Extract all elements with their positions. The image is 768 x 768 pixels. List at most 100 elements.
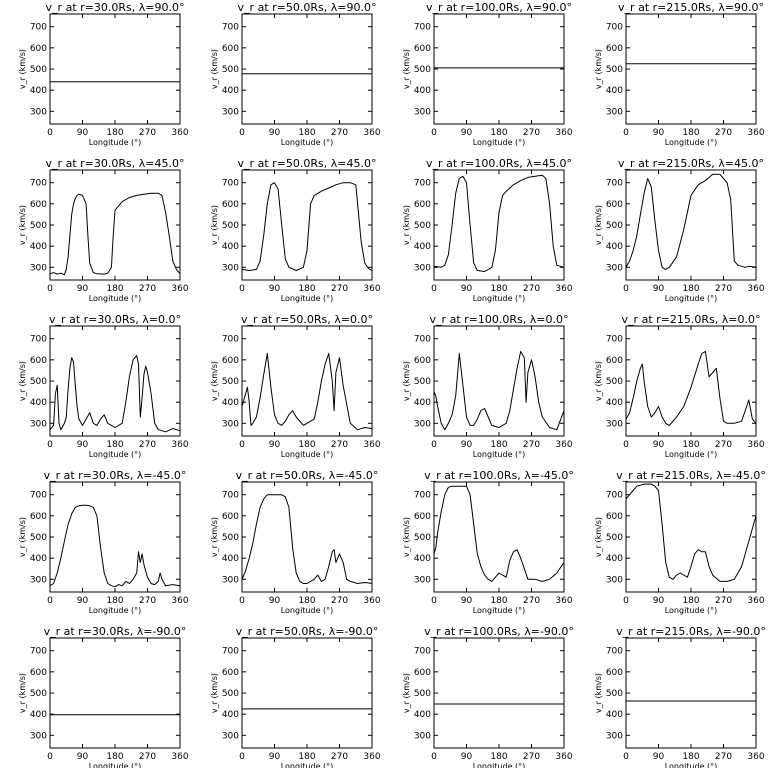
y-tick-label: 300 (30, 107, 47, 117)
panel-20: v_r at r=215.0Rs, λ=-90.0° 0 90 180 270 360 30… (594, 625, 766, 768)
y-axis-label: v_r (km/s) (402, 49, 411, 89)
panel-title: v_r at r=50.0Rs, λ=-45.0° (236, 469, 379, 482)
x-axis-label: Longitude (°) (665, 450, 718, 459)
x-tick-label: 0 (431, 596, 437, 606)
x-axis-label: Longitude (°) (281, 138, 334, 147)
y-tick-label: 400 (222, 86, 239, 96)
x-tick-label: 0 (623, 752, 629, 762)
y-axis-label: v_r (km/s) (18, 205, 27, 245)
y-tick-label: 400 (606, 710, 623, 720)
x-tick-label: 360 (555, 128, 572, 138)
y-tick-label: 700 (414, 23, 431, 33)
x-tick-label: 180 (682, 752, 699, 762)
x-tick-label: 180 (106, 596, 123, 606)
x-tick-label: 270 (139, 440, 156, 450)
x-tick-label: 360 (171, 128, 188, 138)
y-tick-label: 400 (222, 554, 239, 564)
plot-frame (433, 481, 565, 593)
panel-title: v_r at r=215.0Rs, λ=-90.0° (616, 625, 766, 638)
x-tick-label: 90 (461, 752, 473, 762)
x-tick-label: 270 (523, 752, 540, 762)
x-axis-label: Longitude (°) (665, 294, 718, 303)
x-tick-label: 0 (47, 752, 53, 762)
panel-title: v_r at r=215.0Rs, λ=45.0° (618, 157, 764, 170)
series-line (625, 483, 757, 582)
y-tick-label: 600 (222, 356, 239, 366)
y-tick-label: 400 (606, 554, 623, 564)
y-axis-label: v_r (km/s) (18, 361, 27, 401)
x-tick-label: 360 (171, 284, 188, 294)
y-tick-label: 300 (222, 731, 239, 741)
y-tick-label: 400 (414, 86, 431, 96)
y-tick-label: 700 (222, 647, 239, 657)
panel-5: v_r at r=30.0Rs, λ=45.0° 0 90 180 270 360 300 4… (18, 157, 189, 303)
x-tick-label: 360 (171, 752, 188, 762)
x-tick-label: 180 (298, 284, 315, 294)
plot-frame (49, 169, 181, 281)
plot-frame (241, 169, 373, 281)
x-tick-label: 360 (747, 128, 764, 138)
y-tick-label: 300 (414, 107, 431, 117)
y-tick-label: 600 (606, 356, 623, 366)
y-axis-label: v_r (km/s) (594, 361, 603, 401)
x-tick-label: 90 (77, 284, 89, 294)
panel-9: v_r at r=30.0Rs, λ=0.0° 0 90 180 270 360 300 40… (18, 313, 189, 459)
x-tick-label: 270 (331, 752, 348, 762)
x-tick-label: 0 (239, 284, 245, 294)
x-tick-label: 270 (139, 128, 156, 138)
panel-7: v_r at r=100.0Rs, λ=45.0° 0 90 180 270 360 300… (402, 157, 573, 303)
series-line (241, 182, 373, 271)
panel-11: v_r at r=100.0Rs, λ=0.0° 0 90 180 270 360 300 4… (402, 313, 573, 459)
x-tick-label: 90 (269, 440, 281, 450)
x-tick-label: 90 (653, 596, 665, 606)
y-tick-label: 300 (606, 263, 623, 273)
x-axis-label: Longitude (°) (89, 762, 142, 768)
x-tick-label: 360 (363, 284, 380, 294)
x-tick-label: 180 (682, 284, 699, 294)
x-tick-label: 180 (682, 440, 699, 450)
panel-10: v_r at r=50.0Rs, λ=0.0° 0 90 180 270 360 300 40… (210, 313, 381, 459)
y-tick-label: 600 (222, 44, 239, 54)
x-tick-label: 270 (715, 752, 732, 762)
panel-title: v_r at r=50.0Rs, λ=45.0° (238, 157, 377, 170)
y-axis-label: v_r (km/s) (594, 517, 603, 557)
panel-18: v_r at r=50.0Rs, λ=-90.0° 0 90 180 270 360 300… (210, 625, 381, 768)
x-tick-label: 270 (331, 128, 348, 138)
x-tick-label: 360 (555, 596, 572, 606)
panel-13: v_r at r=30.0Rs, λ=-45.0° 0 90 180 270 360 300… (18, 469, 189, 615)
x-tick-label: 270 (523, 440, 540, 450)
y-tick-label: 300 (606, 107, 623, 117)
panel-title: v_r at r=30.0Rs, λ=-90.0° (44, 625, 187, 638)
x-tick-label: 180 (298, 440, 315, 450)
y-tick-label: 600 (414, 200, 431, 210)
x-axis-label: Longitude (°) (473, 450, 526, 459)
y-tick-label: 400 (222, 242, 239, 252)
y-tick-label: 400 (222, 398, 239, 408)
x-tick-label: 270 (331, 596, 348, 606)
x-tick-label: 180 (682, 128, 699, 138)
x-tick-label: 90 (77, 596, 89, 606)
y-tick-label: 300 (30, 731, 47, 741)
y-tick-label: 300 (222, 575, 239, 585)
x-axis-label: Longitude (°) (89, 450, 142, 459)
x-axis-label: Longitude (°) (89, 294, 142, 303)
y-tick-label: 400 (414, 554, 431, 564)
y-tick-label: 300 (222, 419, 239, 429)
y-tick-label: 700 (606, 23, 623, 33)
x-tick-label: 0 (239, 596, 245, 606)
y-tick-label: 600 (606, 512, 623, 522)
y-tick-label: 300 (606, 731, 623, 741)
y-tick-label: 500 (606, 533, 623, 543)
series-line (241, 494, 373, 584)
y-tick-label: 300 (414, 575, 431, 585)
x-axis-label: Longitude (°) (281, 762, 334, 768)
y-tick-label: 500 (606, 221, 623, 231)
y-tick-label: 600 (606, 200, 623, 210)
panel-14: v_r at r=50.0Rs, λ=-45.0° 0 90 180 270 360 300… (210, 469, 381, 615)
x-tick-label: 270 (715, 128, 732, 138)
panel-title: v_r at r=215.0Rs, λ=-45.0° (616, 469, 766, 482)
panel-15: v_r at r=100.0Rs, λ=-45.0° 0 90 180 270 360 30… (402, 469, 574, 615)
y-tick-label: 500 (30, 533, 47, 543)
x-tick-label: 0 (623, 596, 629, 606)
y-tick-label: 600 (414, 44, 431, 54)
